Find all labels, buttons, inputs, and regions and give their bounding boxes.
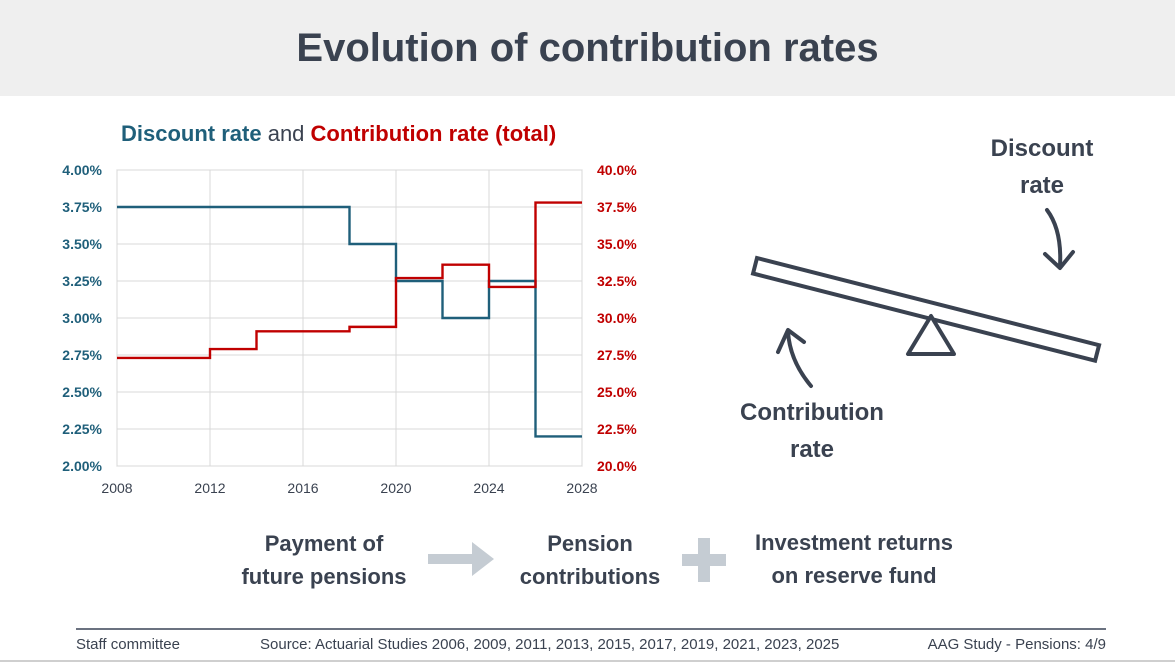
chart-heading-and: and [262,121,311,146]
footer-divider [76,628,1106,630]
plus-icon [682,538,726,582]
contribution-rate-label: Contribution rate [740,399,884,463]
down-arrow-icon [1043,208,1075,270]
footer-page: AAG Study - Pensions: 4/9 [927,636,1106,653]
y-right-tick-label: 20.0% [597,458,637,474]
discount-rate-label: Discount rate [990,135,1094,199]
y-left-tick-label: 3.50% [62,236,102,252]
title-band: Evolution of contribution rates [0,0,1175,96]
x-tick-label: 2024 [473,480,504,496]
y-left-tick-label: 3.00% [62,310,102,326]
x-tick-label: 2020 [380,480,411,496]
footer-source: Source: Actuarial Studies 2006, 2009, 20… [260,636,840,653]
fulcrum-triangle [906,314,956,356]
y-right-tick-label: 40.0% [597,162,637,178]
pension-contributions-text: Pension contributions [519,531,661,589]
chart-heading-contribution: Contribution rate (total) [311,121,557,146]
payment-text: Payment of future pensions [241,531,407,589]
chart-heading-discount: Discount rate [121,121,262,146]
y-left-tick-label: 4.00% [62,162,102,178]
y-left-tick-label: 2.25% [62,421,102,437]
y-right-tick-label: 35.0% [597,236,637,252]
chart-heading: Discount rate and Contribution rate (tot… [121,121,556,146]
x-tick-label: 2016 [287,480,318,496]
page-title: Evolution of contribution rates [296,25,879,70]
x-tick-label: 2028 [566,480,597,496]
footer-left: Staff committee [76,636,180,653]
y-left-tick-label: 2.75% [62,347,102,363]
y-left-tick-label: 2.50% [62,384,102,400]
y-right-tick-label: 37.5% [597,199,637,215]
y-right-tick-label: 22.5% [597,421,637,437]
y-left-tick-label: 3.75% [62,199,102,215]
y-right-tick-label: 25.0% [597,384,637,400]
investment-returns-text: Investment returns on reserve fund [754,530,954,588]
discount-rate-series-line [117,205,582,438]
y-left-tick-label: 3.25% [62,273,102,289]
right-arrow-icon [428,542,494,576]
y-right-tick-label: 27.5% [597,347,637,363]
x-tick-label: 2012 [194,480,225,496]
y-right-tick-label: 32.5% [597,273,637,289]
contribution-rate-series-line [117,201,582,360]
bottom-edge [0,660,1175,662]
up-arrow-icon [776,328,813,388]
rates-chart: Discount rate and Contribution rate (tot… [62,121,637,496]
x-tick-label: 2008 [101,480,132,496]
seesaw-beam [750,255,1102,364]
y-left-tick-label: 2.00% [62,458,102,474]
balance-illustration [750,208,1102,388]
y-right-tick-label: 30.0% [597,310,637,326]
